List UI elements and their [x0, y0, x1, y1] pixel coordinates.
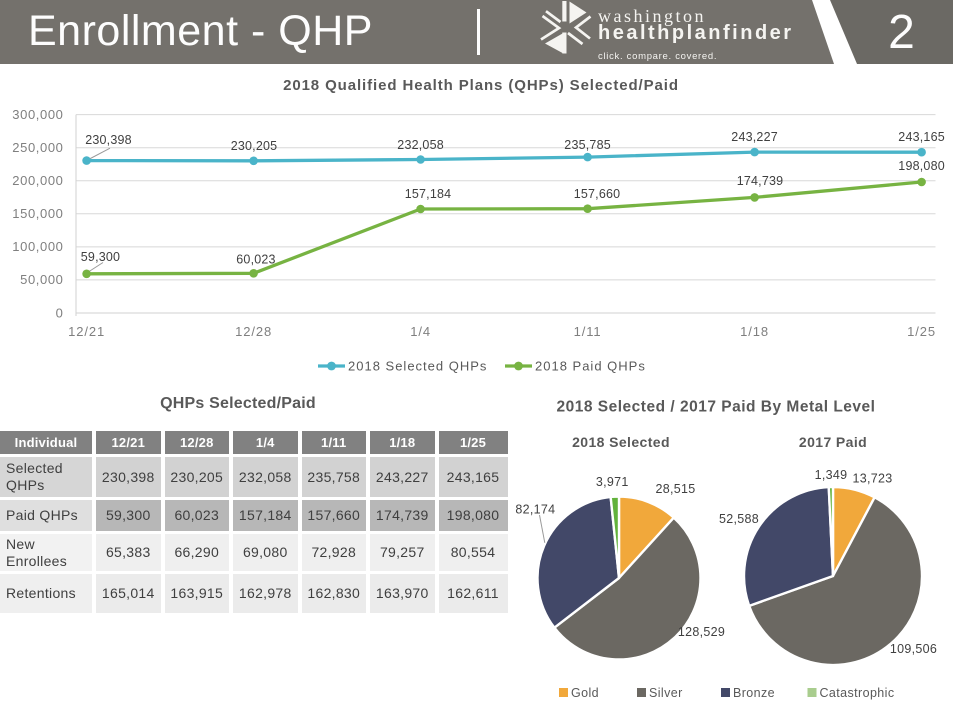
svg-text:250,000: 250,000 — [12, 140, 63, 155]
svg-text:2018 Selected QHPs: 2018 Selected QHPs — [348, 359, 487, 374]
svg-text:243,227: 243,227 — [731, 130, 778, 144]
svg-text:128,529: 128,529 — [678, 625, 725, 639]
svg-text:230,398: 230,398 — [85, 133, 132, 147]
svg-text:2018 Paid QHPs: 2018 Paid QHPs — [535, 359, 646, 374]
svg-text:13,723: 13,723 — [852, 472, 892, 486]
svg-text:52,588: 52,588 — [719, 512, 759, 526]
svg-text:1/25: 1/25 — [907, 324, 936, 339]
svg-text:230,205: 230,205 — [231, 139, 278, 153]
svg-text:200,000: 200,000 — [12, 173, 63, 188]
svg-text:28,515: 28,515 — [655, 482, 695, 496]
svg-text:150,000: 150,000 — [12, 206, 63, 221]
svg-text:243,165: 243,165 — [898, 130, 945, 144]
svg-text:1,349: 1,349 — [815, 468, 848, 482]
svg-text:157,184: 157,184 — [405, 187, 452, 201]
svg-text:109,506: 109,506 — [890, 642, 937, 656]
svg-text:300,000: 300,000 — [12, 107, 63, 122]
svg-text:Bronze: Bronze — [733, 686, 775, 700]
svg-text:100,000: 100,000 — [12, 239, 63, 254]
svg-text:50,000: 50,000 — [20, 272, 63, 287]
svg-text:59,300: 59,300 — [81, 250, 120, 264]
svg-text:1/18: 1/18 — [740, 324, 769, 339]
svg-text:Catastrophic: Catastrophic — [820, 686, 895, 700]
svg-text:2017 Paid: 2017 Paid — [799, 434, 867, 450]
svg-text:Gold: Gold — [571, 686, 599, 700]
svg-text:Silver: Silver — [649, 686, 683, 700]
svg-text:174,739: 174,739 — [737, 174, 784, 188]
svg-text:1/4: 1/4 — [410, 324, 431, 339]
svg-text:232,058: 232,058 — [397, 138, 444, 152]
svg-text:198,080: 198,080 — [898, 159, 945, 173]
svg-text:82,174: 82,174 — [515, 503, 555, 517]
svg-text:60,023: 60,023 — [236, 253, 275, 267]
svg-text:12/21: 12/21 — [68, 324, 105, 339]
svg-text:157,660: 157,660 — [574, 187, 621, 201]
svg-text:3,971: 3,971 — [596, 475, 629, 489]
svg-text:2018 Selected / 2017 Paid By M: 2018 Selected / 2017 Paid By Metal Level — [557, 399, 876, 416]
svg-text:2018 Qualified Health Plans (Q: 2018 Qualified Health Plans (QHPs) Selec… — [283, 77, 679, 94]
svg-text:0: 0 — [56, 305, 64, 320]
svg-text:2018 Selected: 2018 Selected — [572, 434, 670, 450]
svg-text:1/11: 1/11 — [574, 324, 602, 339]
svg-text:12/28: 12/28 — [235, 324, 272, 339]
svg-text:235,785: 235,785 — [564, 138, 611, 152]
